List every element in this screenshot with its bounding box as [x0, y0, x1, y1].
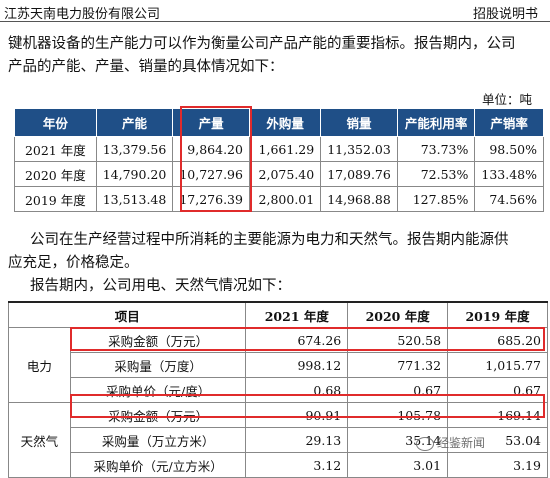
cell-2020: 0.67: [347, 377, 449, 403]
cell-2019: 169.14: [447, 402, 548, 428]
cell-2019: 685.20: [447, 327, 548, 353]
cell-purchased: 2,800.01: [248, 186, 322, 212]
energy-line-1: 公司在生产经营过程中所消耗的主要能源为电力和天然气。报告期内能源供: [30, 232, 509, 248]
document-title: 招股说明书: [472, 7, 538, 22]
cell-2020: 771.32: [347, 352, 449, 378]
header-sales-ratio: 产销率: [474, 108, 544, 137]
header-2019: 2019 年度: [447, 301, 548, 328]
header-capacity: 产能: [95, 108, 174, 137]
table-row: 采购量（万度） 998.12 771.32 1,015.77: [9, 352, 548, 378]
cell-output: 17,276.39: [172, 186, 250, 212]
header-purchased: 外购量: [248, 108, 322, 137]
header-output: 产量: [172, 108, 250, 137]
cell-capacity: 13,513.48: [95, 186, 174, 212]
intro-line-2: 产品的产能、产量、销量的具体情况如下：: [8, 59, 284, 75]
row-label: 采购单价（元/度）: [69, 377, 247, 403]
header-2021: 2021 年度: [245, 301, 349, 328]
cell-2021: 0.68: [245, 377, 349, 403]
wechat-icon: [416, 436, 434, 451]
unit-label: 单位：吨: [481, 92, 532, 107]
capacity-table-header: 年份 产能 产量 外购量 销量 产能利用率 产销率: [14, 108, 544, 137]
energy-line-3: 报告期内，公司用电、天然气情况如下：: [30, 278, 291, 294]
cell-capacity: 13,379.56: [95, 136, 174, 162]
capacity-table: 年份 产能 产量 外购量 销量 产能利用率 产销率 2021 年度 13,379…: [14, 108, 544, 212]
cell-sales: 11,352.03: [320, 136, 398, 162]
row-label: 采购量（万度）: [69, 352, 247, 378]
cell-2021: 998.12: [245, 352, 349, 378]
cell-sales-ratio: 133.48%: [474, 161, 544, 187]
table-row: 天然气 采购金额（万元） 90.91 105.78 169.14: [8, 402, 548, 478]
cell-2019: 3.19: [447, 452, 548, 478]
cell-2020: 3.01: [347, 452, 449, 478]
cell-2021: 674.26: [245, 327, 349, 353]
cell-capacity: 14,790.20: [95, 161, 174, 187]
table-row: 采购单价（元/度） 0.68 0.67 0.67: [9, 377, 548, 403]
watermark: 经鉴新闻: [416, 434, 485, 451]
header-sales: 销量: [320, 108, 398, 137]
cell-year: 2021 年度: [14, 136, 97, 162]
page-header: 江苏天南电力股份有限公司 招股说明书: [0, 0, 550, 26]
cell-output: 10,727.96: [172, 161, 250, 187]
energy-line-2: 应充足，价格稳定。: [8, 255, 139, 271]
header-year: 年份: [14, 108, 97, 137]
category-electricity: 电力: [8, 327, 71, 403]
cell-year: 2020 年度: [14, 161, 97, 187]
header-2020: 2020 年度: [347, 301, 449, 328]
cell-utilization: 72.53%: [396, 161, 476, 187]
row-label: 采购金额（万元）: [69, 327, 247, 353]
header-item: 项目: [7, 301, 247, 328]
row-label: 采购单价（元/立方米）: [69, 452, 247, 478]
cell-sales-ratio: 74.56%: [474, 186, 544, 212]
table-row: 采购单价（元/立方米） 3.12 3.01 3.19: [9, 452, 548, 478]
table-row: 电力 采购金额（万元） 674.26 520.58 685.20: [8, 327, 548, 403]
cell-year: 2019 年度: [14, 186, 97, 212]
table-row: 2019 年度 13,513.48 17,276.39 2,800.01 14,…: [14, 186, 544, 212]
cell-2020: 105.78: [347, 402, 449, 428]
cell-utilization: 73.73%: [396, 136, 476, 162]
header-utilization: 产能利用率: [396, 108, 476, 137]
cell-utilization: 127.85%: [396, 186, 476, 212]
cell-2021: 90.91: [245, 402, 349, 428]
watermark-text: 经鉴新闻: [437, 436, 486, 450]
cell-output: 9,864.20: [172, 136, 250, 162]
energy-table-header: 项目 2021 年度 2020 年度 2019 年度: [7, 301, 548, 328]
intro-line-1: 键机器设备的生产能力可以作为衡量公司产品产能的重要指标。报告期内，公司: [8, 36, 516, 52]
row-label: 采购金额（万元）: [69, 402, 247, 428]
cell-purchased: 1,661.29: [248, 136, 322, 162]
table-row: 2021 年度 13,379.56 9,864.20 1,661.29 11,3…: [14, 136, 544, 162]
row-label: 采购量（万立方米）: [69, 427, 247, 453]
cell-2019: 1,015.77: [447, 352, 548, 378]
cell-sales: 14,968.88: [320, 186, 398, 212]
cell-2019: 0.67: [447, 377, 548, 403]
cell-sales-ratio: 98.50%: [474, 136, 544, 162]
category-gas: 天然气: [8, 402, 71, 478]
cell-2021: 29.13: [245, 427, 349, 453]
cell-2020: 520.58: [347, 327, 449, 353]
cell-2021: 3.12: [245, 452, 349, 478]
header-rule: [0, 21, 550, 22]
cell-sales: 17,089.76: [320, 161, 398, 187]
table-row: 2020 年度 14,790.20 10,727.96 2,075.40 17,…: [14, 161, 544, 187]
energy-table: 项目 2021 年度 2020 年度 2019 年度 电力 采购金额（万元） 6…: [7, 301, 548, 478]
company-name: 江苏天南电力股份有限公司: [4, 7, 161, 22]
cell-purchased: 2,075.40: [248, 161, 322, 187]
